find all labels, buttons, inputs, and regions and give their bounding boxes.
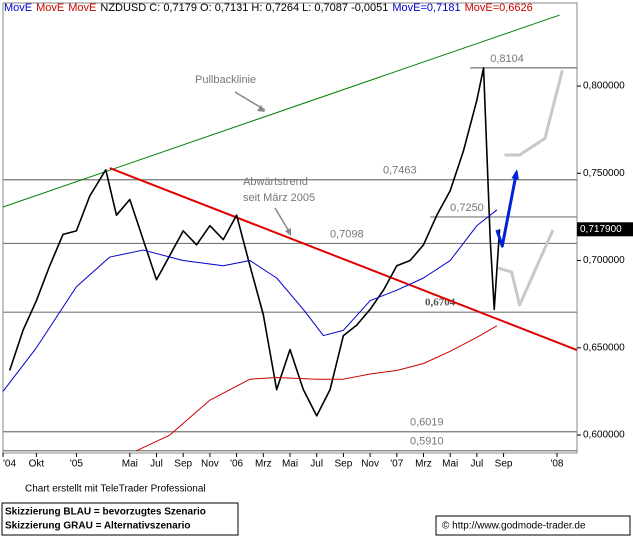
- moving-average: [2, 209, 498, 392]
- level-label: 0,7463: [383, 165, 417, 177]
- x-tick-label: Jul: [470, 459, 483, 470]
- arrow-head: [257, 105, 265, 112]
- x-tick-label: '04: [3, 459, 16, 470]
- x-tick-label: Mai: [442, 459, 458, 470]
- credit: Chart erstellt mit TeleTrader Profession…: [25, 484, 206, 495]
- scenario-path: [497, 229, 555, 307]
- legend-box: [1, 502, 239, 536]
- y-tick-label: 0,700000: [583, 255, 625, 266]
- y-tick-label: 0,750000: [583, 168, 625, 179]
- level-label: 0,5910: [410, 436, 444, 448]
- x-tick-label: Mai: [282, 459, 298, 470]
- header-part: MovE=0,6626: [465, 2, 533, 14]
- annotation: seit März 2005: [243, 192, 315, 204]
- moving-average: [136, 325, 498, 452]
- x-tick-label: '08: [550, 459, 563, 470]
- site-box: [435, 515, 631, 536]
- header-text: MovE MovE MovE NZDUSD C: 0,7179 O: 0,7131 H…: [4, 2, 533, 14]
- x-tick-label: Sep: [174, 459, 192, 470]
- header-part: MovE: [4, 2, 32, 14]
- note: Skizzierung GRAU = Alternativszenario: [5, 521, 191, 532]
- x-tick-label: '06: [230, 459, 243, 470]
- trendline: [109, 167, 578, 351]
- annotation: Pullbacklinie: [195, 74, 256, 86]
- level-label: 0,7098: [330, 228, 364, 240]
- scenario-path: [504, 69, 564, 157]
- arrow-head: [285, 228, 291, 236]
- level-label: 0,6019: [410, 417, 444, 429]
- header: MovE MovE MovE NZDUSD C: 0,7179 O: 0,7131 H…: [4, 2, 533, 14]
- x-tick-label: '07: [390, 459, 403, 470]
- level-label: 0,8104: [490, 53, 524, 65]
- x-tick-label: Sep: [495, 459, 513, 470]
- note: Skizzierung BLAU = bevorzugtes Szenario: [5, 507, 206, 518]
- header-part: MovE=0,7181: [392, 2, 460, 14]
- trendline: [2, 14, 560, 208]
- x-tick-label: Mrz: [415, 459, 432, 470]
- x-tick-label: Mrz: [255, 459, 272, 470]
- scenario-path: [495, 171, 519, 248]
- x-tick-label: Nov: [361, 459, 379, 470]
- x-tick-label: Nov: [201, 459, 219, 470]
- y-tick-label: 0,600000: [583, 430, 625, 441]
- annotation-arrow: [274, 207, 291, 234]
- header-part: NZDUSD C: 0,7179 O: 0,7131 H: 0,7264 L: …: [100, 2, 388, 14]
- arrow-head: [511, 169, 519, 180]
- x-tick-label: Jul: [310, 459, 323, 470]
- level-label: 0,6704: [425, 297, 456, 309]
- x-tick-label: Mai: [122, 459, 138, 470]
- level-label: 0,7250: [450, 202, 484, 214]
- last-price-box: [577, 222, 633, 237]
- x-tick-label: Okt: [29, 459, 45, 470]
- site: © http://www.godmode-trader.de: [442, 521, 586, 532]
- header-part: MovE: [68, 2, 96, 14]
- y-tick-label: 0,650000: [583, 342, 625, 353]
- last-price-label: 0,717900: [580, 224, 622, 235]
- x-tick-label: Sep: [334, 459, 352, 470]
- x-tick-label: '05: [70, 459, 83, 470]
- header-part: MovE: [36, 2, 64, 14]
- y-tick-label: 0,800000: [583, 81, 625, 92]
- price-line: [8, 67, 501, 417]
- annotation: Abwärtstrend: [243, 176, 308, 188]
- x-tick-label: Jul: [150, 459, 163, 470]
